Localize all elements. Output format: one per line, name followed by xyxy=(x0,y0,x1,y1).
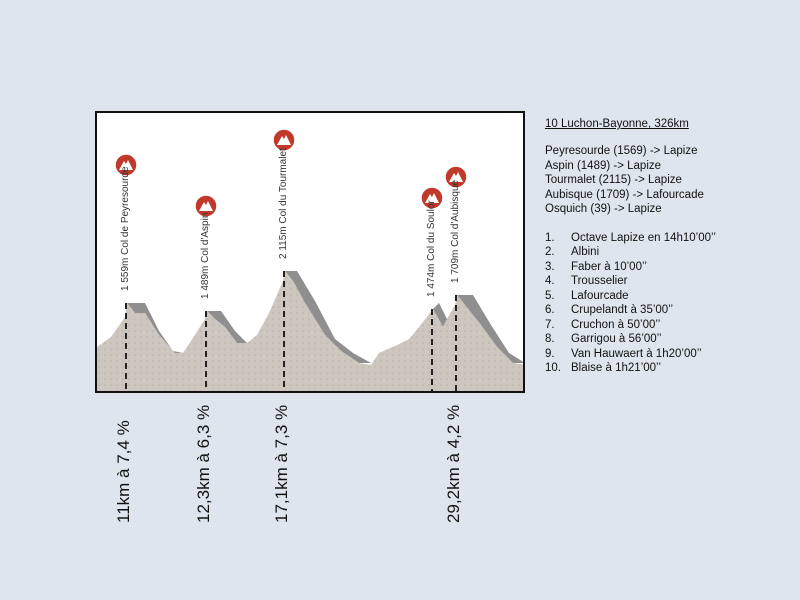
result-text: Octave Lapize en 14h10’00’’ xyxy=(571,231,716,244)
mountain-pass-icon xyxy=(114,153,138,177)
climb-stat: 12,3km à 6,3 % xyxy=(194,404,213,523)
result-text: Lafourcade xyxy=(571,289,629,302)
result-text: Cruchon à 50’00’’ xyxy=(571,318,661,331)
result-row: 4. Trousselier xyxy=(545,274,716,289)
result-text: Blaise à 1h21’00’’ xyxy=(571,362,661,374)
terrain-shadow xyxy=(433,303,447,327)
result-rank: 7. xyxy=(545,318,555,331)
stage-profile: 1 559m Col de Peyresourde 1 489m Col d'As… xyxy=(95,111,525,393)
profile-graphic xyxy=(97,271,523,391)
result-rank: 10. xyxy=(545,362,561,374)
result-rank: 8. xyxy=(545,333,555,345)
summit-label: 1 559m Col de Peyresourde xyxy=(120,166,131,291)
summit-label: 1 489m Col d'Aspin xyxy=(200,212,211,299)
result-rank: 1. xyxy=(545,231,555,244)
result-rank: 5. xyxy=(545,289,555,302)
route-item: Aspin (1489) -> Lapize xyxy=(545,159,662,172)
result-rank: 4. xyxy=(545,275,555,287)
result-row: 8. Garrigou à 56’00’’ xyxy=(545,332,716,347)
climb-stat: 17,1km à 7,3 % xyxy=(272,404,291,523)
route-item: Tourmalet (2115) -> Lapize xyxy=(545,174,682,186)
route-item: Peyresourde (1569) -> Lapize xyxy=(545,145,698,157)
result-text: Trousselier xyxy=(571,275,628,287)
result-row: 6. Crupelandt à 35’00’’ xyxy=(545,303,716,318)
terrain-shadow xyxy=(207,311,247,343)
summit-label: 1 474m Col du Soulor xyxy=(426,200,437,297)
result-row: 3. Faber à 10’00’’ xyxy=(545,260,716,275)
result-rank: 3. xyxy=(545,260,555,273)
result-text: Albini xyxy=(571,246,600,258)
terrain-shadow xyxy=(457,295,523,363)
result-row: 9. Van Hauwaert à 1h20’00’’ xyxy=(545,347,716,362)
result-rank: 6. xyxy=(545,304,555,316)
summit-label: 2 115m Col du Tourmalet xyxy=(278,148,289,259)
result-row: 2. Albini xyxy=(545,245,716,260)
result-row: 1. Octave Lapize en 14h10’00’’ xyxy=(545,231,716,246)
results-list: 1. Octave Lapize en 14h10’00’’ 2. Albini 3. F… xyxy=(545,231,716,376)
result-row: 10. Blaise à 1h21’00’’ xyxy=(545,361,716,376)
result-text: Crupelandt à 35’00’’ xyxy=(571,304,674,316)
route-item: Aubisque (1709) -> Lafourcade xyxy=(545,188,704,201)
route-item: Osquich (39) -> Lapize xyxy=(545,203,662,215)
mountain-pass-icon xyxy=(420,186,444,210)
summit-label: 1 709m Col d'Aubisque xyxy=(450,179,461,283)
mountain-pass-icon xyxy=(272,128,296,152)
result-text: Garrigou à 56’00’’ xyxy=(571,333,662,345)
route-list: Peyresourde (1569) -> Lapize Aspin (1489)… xyxy=(545,144,716,217)
result-row: 5. Lafourcade xyxy=(545,289,716,304)
mountain-pass-icon xyxy=(194,194,218,218)
result-rank: 9. xyxy=(545,347,555,360)
result-text: Faber à 10’00’’ xyxy=(571,260,647,273)
stage-title: 10 Luchon-Bayonne, 326km xyxy=(545,118,689,130)
climb-stat: 29,2km à 4,2 % xyxy=(444,404,463,523)
result-text: Van Hauwaert à 1h20’00’’ xyxy=(571,347,702,360)
climb-stat: 11km à 7,4 % xyxy=(114,420,133,523)
stage-info-panel: 10 Luchon-Bayonne, 326km Peyresourde (15… xyxy=(545,118,716,376)
result-row: 7. Cruchon à 50’00’’ xyxy=(545,318,716,333)
result-rank: 2. xyxy=(545,246,555,258)
terrain-shadow xyxy=(285,271,371,363)
terrain-shadow xyxy=(127,303,183,353)
terrain xyxy=(97,271,523,391)
mountain-pass-icon xyxy=(444,165,468,189)
